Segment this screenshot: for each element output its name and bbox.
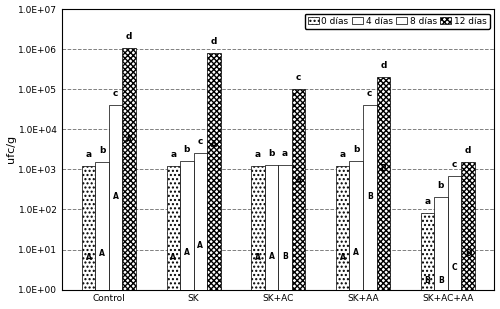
- Text: A: A: [354, 248, 359, 257]
- Bar: [448, 176, 461, 309]
- Bar: [207, 53, 220, 309]
- Bar: [420, 213, 434, 309]
- Bar: [292, 89, 306, 309]
- Text: A: A: [113, 192, 118, 201]
- Text: B: B: [282, 252, 288, 261]
- Text: A: A: [86, 253, 91, 262]
- Text: b: b: [184, 145, 190, 154]
- Text: b: b: [438, 181, 444, 190]
- Bar: [363, 105, 376, 309]
- Bar: [461, 162, 475, 309]
- Text: A: A: [340, 253, 345, 262]
- Text: B: B: [367, 192, 372, 201]
- Text: B: B: [438, 276, 444, 285]
- Bar: [336, 166, 349, 309]
- Text: A: A: [198, 240, 203, 249]
- Text: c: c: [113, 89, 118, 98]
- Bar: [434, 197, 448, 309]
- Text: b: b: [268, 149, 274, 158]
- Text: A: A: [211, 140, 217, 149]
- Text: B: B: [380, 164, 386, 173]
- Bar: [166, 166, 180, 309]
- Legend: 0 días, 4 días, 8 días, 12 días: 0 días, 4 días, 8 días, 12 días: [304, 14, 490, 29]
- Bar: [194, 153, 207, 309]
- Text: a: a: [282, 149, 288, 158]
- Bar: [96, 162, 109, 309]
- Text: d: d: [211, 36, 217, 45]
- Bar: [376, 77, 390, 309]
- Text: a: a: [170, 150, 176, 159]
- Text: b: b: [353, 145, 360, 154]
- Bar: [122, 48, 136, 309]
- Text: D: D: [465, 249, 471, 258]
- Bar: [180, 161, 194, 309]
- Bar: [251, 166, 265, 309]
- Text: c: c: [296, 73, 302, 82]
- Text: d: d: [126, 32, 132, 41]
- Bar: [265, 165, 278, 309]
- Text: b: b: [99, 146, 105, 155]
- Text: c: c: [367, 89, 372, 98]
- Text: A: A: [99, 249, 105, 258]
- Text: C: C: [452, 263, 458, 272]
- Bar: [82, 166, 96, 309]
- Text: d: d: [380, 61, 386, 70]
- Text: c: c: [452, 159, 457, 168]
- Text: A: A: [170, 253, 176, 262]
- Text: a: a: [340, 150, 345, 159]
- Text: A: A: [268, 252, 274, 261]
- Text: a: a: [424, 197, 430, 206]
- Y-axis label: ufc/g: ufc/g: [6, 135, 16, 163]
- Text: a: a: [255, 150, 261, 159]
- Text: a: a: [86, 150, 91, 159]
- Bar: [109, 105, 122, 309]
- Bar: [350, 161, 363, 309]
- Text: c: c: [198, 138, 203, 146]
- Text: B: B: [424, 276, 430, 285]
- Text: A: A: [184, 248, 190, 257]
- Text: A: A: [255, 253, 261, 262]
- Bar: [278, 165, 292, 309]
- Text: A: A: [296, 176, 302, 185]
- Text: d: d: [465, 146, 471, 155]
- Text: A: A: [126, 135, 132, 144]
